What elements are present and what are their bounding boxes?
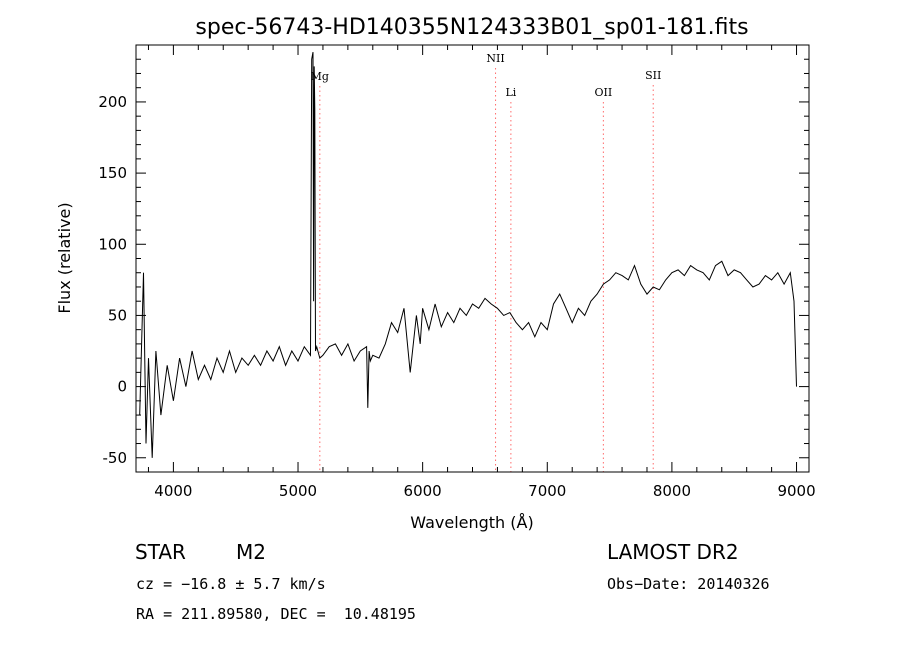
x-tick-label: 7000 <box>528 482 566 500</box>
spectrum-chart: spec-56743-HD140355N124333B01_sp01-181.f… <box>55 15 816 532</box>
coordinates: RA = 211.89580, DEC = 10.48195 <box>136 605 416 623</box>
spectral-line-label: Mg <box>311 70 329 83</box>
spectral-line-label: SII <box>645 69 661 82</box>
x-tick-label: 8000 <box>653 482 691 500</box>
object-class: STAR <box>135 540 186 564</box>
y-tick-label: 150 <box>98 164 127 182</box>
object-subclass: M2 <box>236 540 266 564</box>
y-tick-label: 50 <box>108 306 127 324</box>
x-tick-label: 4000 <box>154 482 192 500</box>
axis-ticks: 4000 5000 6000 7000 8000 9000 -50 0 50 100 150 200 <box>98 44 816 500</box>
y-tick-label: 200 <box>98 93 127 111</box>
y-tick-label: -50 <box>103 449 128 467</box>
y-axis-label: Flux (relative) <box>55 202 74 313</box>
x-axis-label: Wavelength (Å) <box>410 513 533 532</box>
observation-date: Obs−Date: 20140326 <box>607 575 770 593</box>
spectral-line-label: Li <box>505 86 516 99</box>
x-tick-label: 6000 <box>404 482 442 500</box>
spectral-line-markers: Mg NII Li OII SII <box>311 52 661 472</box>
plot-frame <box>135 44 810 473</box>
y-tick-label: 100 <box>98 235 127 253</box>
y-tick-label: 0 <box>117 378 127 396</box>
survey-name: LAMOST DR2 <box>607 540 739 564</box>
spectral-line-label: OII <box>595 86 613 99</box>
chart-title: spec-56743-HD140355N124333B01_sp01-181.f… <box>195 15 748 40</box>
x-tick-label: 5000 <box>279 482 317 500</box>
spectrum-line <box>139 52 797 458</box>
spectral-line-label: NII <box>486 52 504 65</box>
redshift-readout: cz = −16.8 ± 5.7 km/s <box>136 575 326 593</box>
x-tick-label: 9000 <box>777 482 815 500</box>
